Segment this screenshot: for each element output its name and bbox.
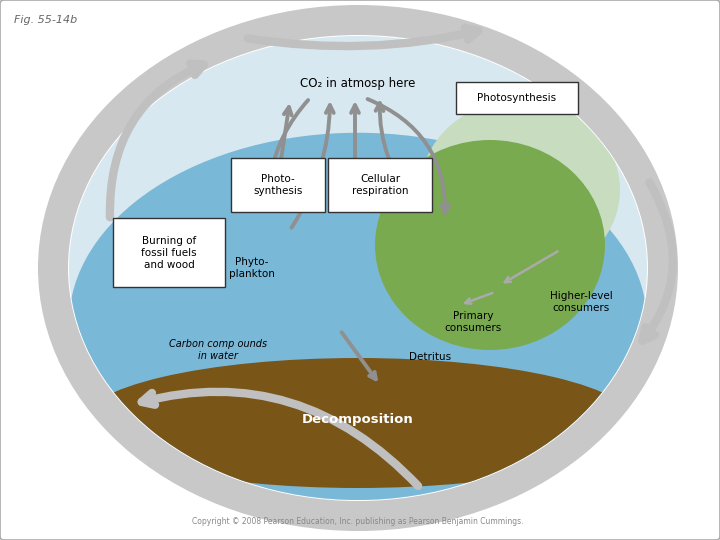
Text: Decomposition: Decomposition: [302, 414, 414, 427]
Text: Primary
consumers: Primary consumers: [444, 311, 502, 333]
Text: CO₂ in atmosp here: CO₂ in atmosp here: [300, 78, 415, 91]
FancyBboxPatch shape: [456, 82, 578, 114]
Text: Photosynthesis: Photosynthesis: [477, 93, 557, 103]
Ellipse shape: [81, 358, 635, 488]
Text: Detritus: Detritus: [409, 352, 451, 362]
Ellipse shape: [69, 133, 647, 513]
FancyBboxPatch shape: [113, 218, 225, 287]
Text: Fig. 55-14b: Fig. 55-14b: [14, 15, 77, 25]
Text: Photo-
synthesis: Photo- synthesis: [253, 174, 302, 196]
Text: Cellular
respiration: Cellular respiration: [352, 174, 408, 196]
FancyBboxPatch shape: [328, 158, 432, 212]
Text: Carbon comp ounds
in water: Carbon comp ounds in water: [169, 339, 267, 361]
Ellipse shape: [69, 36, 647, 500]
Text: Burning of
fossil fuels
and wood: Burning of fossil fuels and wood: [141, 237, 197, 269]
Ellipse shape: [375, 140, 605, 350]
Text: Higher-level
consumers: Higher-level consumers: [549, 291, 613, 313]
Ellipse shape: [38, 5, 678, 531]
Ellipse shape: [420, 100, 620, 280]
Ellipse shape: [68, 35, 648, 501]
FancyBboxPatch shape: [231, 158, 325, 212]
Text: Copyright © 2008 Pearson Education, Inc. publishing as Pearson Benjamin Cummings: Copyright © 2008 Pearson Education, Inc.…: [192, 517, 523, 526]
Text: Phyto-
plankton: Phyto- plankton: [229, 257, 275, 279]
